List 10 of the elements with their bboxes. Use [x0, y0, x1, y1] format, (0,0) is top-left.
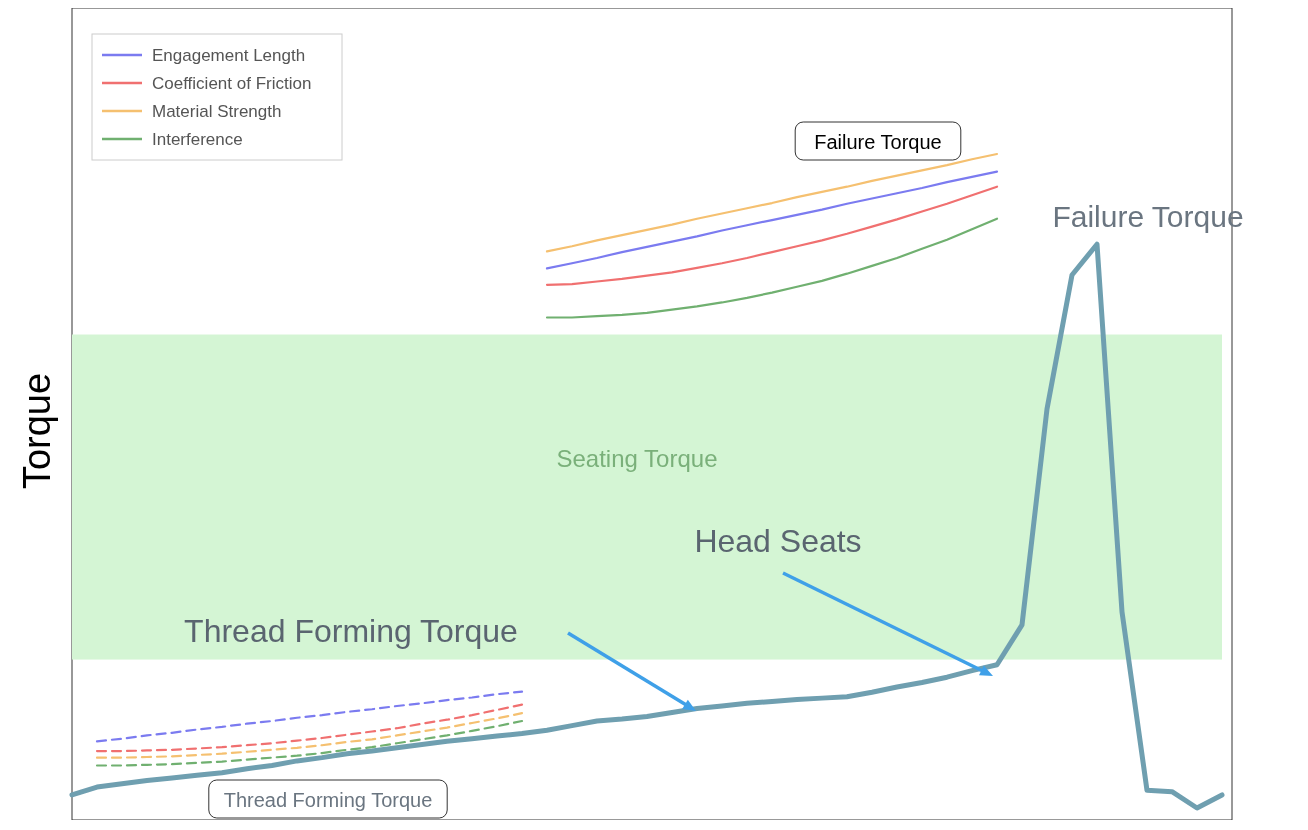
y-axis-title: Torque	[16, 372, 58, 490]
legend-label: Material Strength	[152, 102, 282, 121]
legend-label: Interference	[152, 130, 243, 149]
text: Failure Torque	[814, 131, 942, 153]
band-label: Seating Torque	[556, 445, 718, 473]
annotation: Thread Forming Torque	[223, 789, 433, 811]
annotation: Head Seats	[694, 523, 862, 560]
annotation: Thread Forming Torque	[184, 613, 518, 650]
legend-label: Coefficient of Friction	[152, 74, 312, 93]
legend-label: Engagement Length	[152, 46, 306, 65]
